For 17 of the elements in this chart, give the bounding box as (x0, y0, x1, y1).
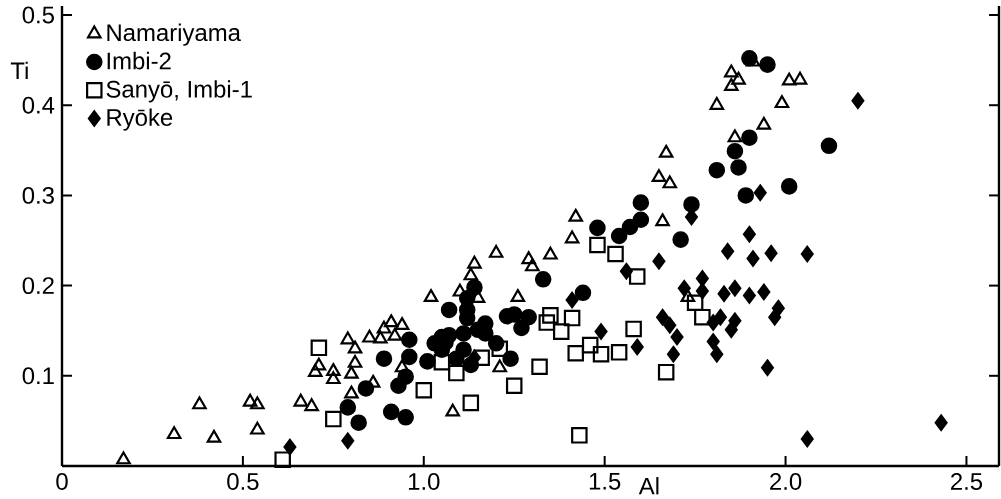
y-tick-label: 0.1 (22, 367, 54, 385)
legend-label: Imbi-2 (107, 51, 171, 70)
x-tick-label: 0 (56, 473, 68, 490)
y-axis-title: Ti (10, 61, 28, 80)
y-tick-label: 0.4 (22, 96, 55, 114)
legend-label: Namariyama (107, 23, 241, 46)
x-axis-title: Al (638, 477, 659, 495)
x-tick-label: 2.0 (770, 473, 802, 490)
y-tick-label: 0.2 (22, 277, 54, 295)
x-tick-label: 2.5 (951, 473, 983, 490)
x-tick-label: 1.5 (589, 473, 621, 490)
y-tick-label: 0.3 (22, 186, 54, 204)
legend-label: Sanyō, Imbi-1 (106, 80, 252, 103)
legend-label: Ryōke (107, 108, 173, 131)
x-tick-label: 1.0 (408, 473, 440, 490)
y-tick-label: 0.5 (22, 6, 54, 24)
x-tick-label: 0.5 (227, 473, 259, 490)
